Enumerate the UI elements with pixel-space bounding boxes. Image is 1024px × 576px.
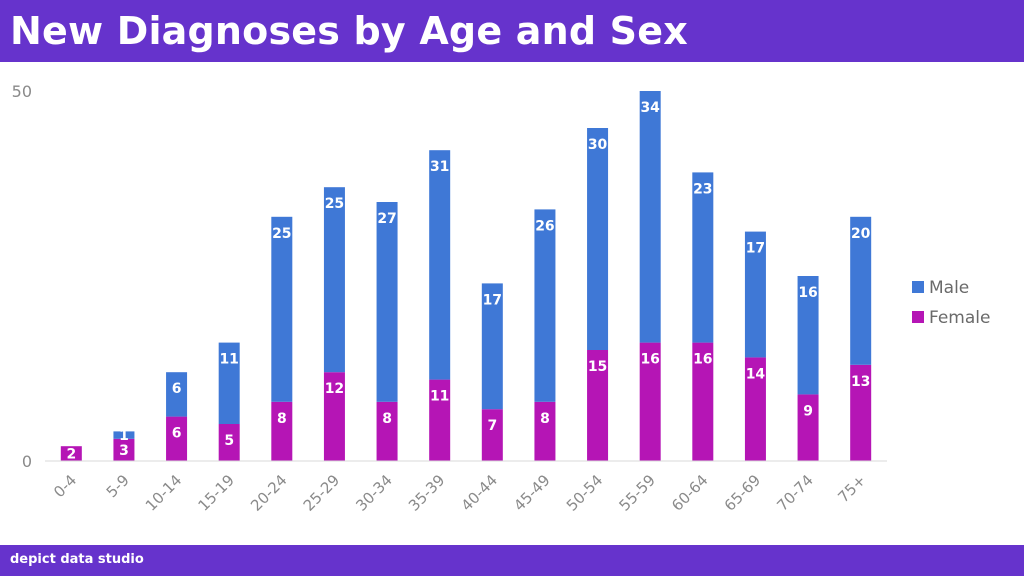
- bars: 2 31 6651182512258271131717826153016341623…: [60, 91, 872, 463]
- legend-label-female: Female: [929, 308, 990, 328]
- data-label-male: 11: [219, 352, 238, 368]
- x-tick-label: 10-14: [142, 471, 186, 515]
- x-tick-label: 70-74: [773, 471, 817, 515]
- x-tick-label: 55-59: [615, 471, 659, 515]
- bar-male: [113, 431, 135, 439]
- legend-swatch-female: [912, 311, 924, 323]
- x-tick-label: 20-24: [247, 471, 291, 515]
- data-label-female: 14: [746, 366, 766, 382]
- data-label-female: 16: [640, 352, 659, 368]
- x-tick-label: 75+: [834, 471, 869, 506]
- bar-female: [323, 372, 345, 461]
- data-label-female: 2: [66, 447, 76, 463]
- data-label-male: 27: [377, 211, 396, 227]
- data-label-male: 16: [798, 285, 817, 301]
- x-tick-label: 50-54: [563, 471, 607, 515]
- data-label-male: 31: [430, 159, 449, 175]
- bar-male: [271, 216, 293, 402]
- footer-bar: depict data studio: [0, 545, 1024, 576]
- data-label-female: 6: [172, 426, 182, 442]
- y-tick-label: 50: [12, 82, 32, 101]
- data-label-male: 30: [588, 137, 608, 153]
- x-tick-label: 30-34: [352, 471, 396, 515]
- bar-male: [692, 172, 714, 343]
- bar-female: [587, 350, 609, 461]
- x-axis: 0-4 5-9 10-14 15-19 20-24 25-29 30-34 35-39 40-4…: [45, 460, 887, 515]
- data-label-female: 3: [119, 443, 129, 459]
- data-label-female: 9: [803, 403, 813, 419]
- bar-female: [218, 424, 240, 461]
- x-tick-label: 25-29: [300, 471, 344, 515]
- legend-label-male: Male: [929, 278, 969, 298]
- title-bar: New Diagnoses by Age and Sex: [0, 0, 1024, 62]
- x-tick-label: 35-39: [405, 471, 449, 515]
- legend: Male Female: [912, 278, 990, 328]
- x-tick-label: 15-19: [194, 471, 238, 515]
- bar-male: [376, 202, 398, 402]
- y-axis: 0 50: [12, 82, 32, 471]
- bar-female: [166, 416, 188, 461]
- data-label-male: 34: [640, 100, 660, 116]
- bar-male: [166, 372, 188, 417]
- data-label-female: 11: [430, 389, 449, 405]
- bar-female: [113, 438, 135, 461]
- bar-female: [797, 394, 819, 461]
- data-label-female: 15: [588, 359, 607, 375]
- x-tick-label: 5-9: [103, 471, 133, 501]
- bar-female: [271, 401, 293, 461]
- stacked-bar-chart: 050 2 31 665118251225827113171782615301634…: [12, 82, 991, 515]
- bar-female: [639, 342, 661, 461]
- data-label-male: 17: [746, 241, 765, 257]
- x-tick-label: 60-64: [668, 471, 712, 515]
- bar-female: [481, 409, 503, 461]
- bar-male: [218, 342, 240, 424]
- bar-male: [429, 150, 451, 380]
- data-label-male: 25: [325, 196, 344, 212]
- chart-title: New Diagnoses by Age and Sex: [10, 9, 688, 53]
- bar-male: [587, 128, 609, 350]
- bar-male: [481, 283, 503, 410]
- bar-male: [323, 187, 345, 373]
- data-label-male: 25: [272, 226, 291, 242]
- bar-female: [850, 364, 872, 461]
- x-tick-label: 65-69: [721, 471, 765, 515]
- data-label-female: 12: [325, 381, 344, 397]
- data-label-female: 7: [487, 418, 497, 434]
- bar-female: [376, 401, 398, 461]
- data-label-male: 20: [851, 226, 871, 242]
- bar-female: [744, 357, 766, 461]
- bar-male: [744, 231, 766, 358]
- bar-male: [639, 91, 661, 343]
- data-label-female: 13: [851, 374, 870, 390]
- bar-female: [692, 342, 714, 461]
- x-tick-label: 40-44: [458, 471, 502, 515]
- bar-male: [850, 216, 872, 365]
- y-tick-label: 0: [22, 452, 32, 471]
- data-label-female: 5: [224, 433, 234, 449]
- bar-male: [534, 209, 556, 402]
- data-label-male: 1: [119, 428, 129, 444]
- data-label-female: 8: [277, 411, 287, 427]
- data-label-female: 8: [540, 411, 550, 427]
- data-label-male: 6: [172, 381, 182, 397]
- bar-female: [60, 446, 82, 461]
- x-tick-label: 45-49: [510, 471, 554, 515]
- data-label-female: 16: [693, 352, 712, 368]
- data-label-male: 26: [535, 218, 554, 234]
- brand-logo-text: depict data studio: [10, 552, 144, 567]
- bar-male: [797, 276, 819, 395]
- legend-swatch-male: [912, 281, 924, 293]
- data-label-female: 8: [382, 411, 392, 427]
- x-tick-label: 0-4: [50, 471, 80, 501]
- bar-female: [534, 401, 556, 461]
- data-label-male: 17: [483, 292, 502, 308]
- bar-female: [429, 379, 451, 461]
- data-label-male: 23: [693, 181, 712, 197]
